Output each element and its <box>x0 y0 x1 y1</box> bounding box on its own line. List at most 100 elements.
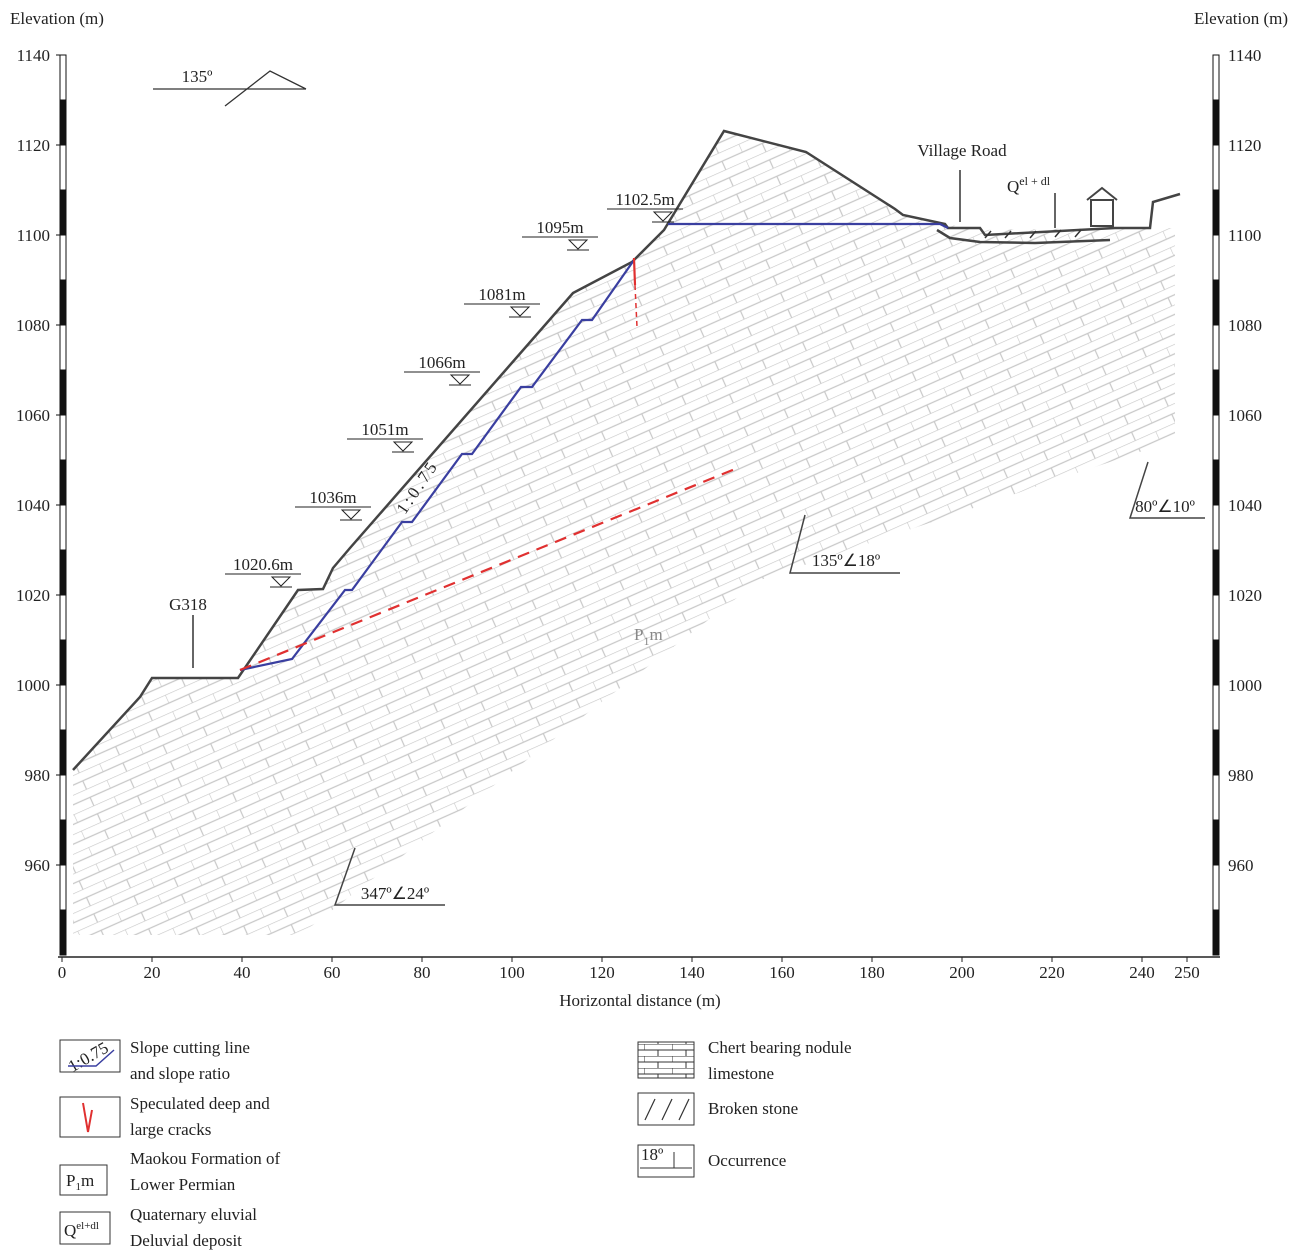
legend-text: Broken stone <box>708 1099 798 1118</box>
axis-bar <box>59 279 67 326</box>
axis-bar <box>1212 549 1220 596</box>
pointer-lines <box>192 170 1056 668</box>
y-tick-label-right: 1120 <box>1228 136 1261 155</box>
strike-symbol <box>153 70 307 107</box>
y-tick-label: 1120 <box>17 136 50 155</box>
axis-bar <box>59 639 67 686</box>
legend-crack <box>82 1102 93 1133</box>
x-tick-label: 40 <box>234 963 251 982</box>
x-tick-label: 0 <box>58 963 67 982</box>
legend-text: Lower Permian <box>130 1175 236 1194</box>
legend-text: Deluvial deposit <box>130 1231 242 1250</box>
legend-box <box>59 1039 121 1073</box>
x-tick-label: 80 <box>414 963 431 982</box>
y-tick-label-right: 1040 <box>1228 496 1262 515</box>
legend-occurrence-line <box>640 1152 692 1169</box>
x-tick-label: 120 <box>589 963 615 982</box>
axis-bar <box>59 234 67 281</box>
elevation-label: 1036m <box>309 488 356 507</box>
axis-bar <box>1212 774 1220 821</box>
legend-box <box>59 1164 108 1196</box>
axis-bar <box>59 189 67 236</box>
y-tick-label: 1080 <box>16 316 50 335</box>
occurrence-label: 80º∠10º <box>1135 497 1195 516</box>
formation-sub: 1 <box>643 634 649 648</box>
axis-bar <box>59 324 67 371</box>
elevation-symbol <box>340 509 362 520</box>
legend-text: Slope cutting line <box>130 1038 250 1057</box>
axis-bar <box>59 414 67 461</box>
axis-bar <box>1212 99 1220 146</box>
x-tick-label: 160 <box>769 963 795 982</box>
elevation-symbol <box>449 374 471 385</box>
y-tick-label-right: 1000 <box>1228 676 1262 695</box>
axis-bar <box>59 774 67 821</box>
elevation-label: 1066m <box>418 353 465 372</box>
legend-hatch <box>644 1098 690 1121</box>
axis-bar <box>1212 54 1220 101</box>
elevation-symbol <box>652 211 674 222</box>
legend-icon-text: 18º <box>641 1145 663 1164</box>
legend-icon-main: P <box>66 1171 75 1190</box>
formation-label: P1m <box>634 625 663 648</box>
axis-bar <box>59 819 67 866</box>
elevation-label: 1095m <box>536 218 583 237</box>
axis-bar <box>1212 504 1220 551</box>
axis-bar <box>1212 414 1220 461</box>
legend-icon-text: 1:0.75 <box>65 1038 112 1076</box>
elevation-symbol <box>509 306 531 317</box>
x-tick-label: 220 <box>1039 963 1065 982</box>
x-tick-label: 20 <box>144 963 161 982</box>
axis-bar <box>1212 729 1220 776</box>
axis-bar <box>59 459 67 506</box>
elevation-label: 1102.5m <box>615 190 674 209</box>
axis-bar <box>59 594 67 641</box>
deposit-hatch <box>984 229 1082 239</box>
axis-bar <box>59 909 67 956</box>
deposit-base <box>936 228 1111 245</box>
elevation-symbol <box>392 441 414 452</box>
axis-bar <box>1212 639 1220 686</box>
occurrence-label: 135º∠18º <box>812 551 880 570</box>
legend-text: Speculated deep and <box>130 1094 270 1113</box>
legend-text: Occurrence <box>708 1151 786 1170</box>
formation-main: P <box>634 625 643 644</box>
elevation-symbol <box>567 239 589 250</box>
legend-box <box>59 1211 111 1245</box>
elevation-symbol <box>270 576 292 587</box>
y-tick-label: 1040 <box>16 496 50 515</box>
legend-box <box>637 1092 695 1126</box>
axis-bar <box>59 729 67 776</box>
deposit-main: Q <box>1007 177 1019 196</box>
x-tick-label: 200 <box>949 963 975 982</box>
legend-text: Chert bearing nodule <box>708 1038 852 1057</box>
y-tick-label-right: 1020 <box>1228 586 1262 605</box>
axis-bar <box>1212 324 1220 371</box>
left-axis-title: Elevation (m) <box>10 9 104 28</box>
axis-bar <box>59 504 67 551</box>
axis-bar <box>59 549 67 596</box>
legend-icon-text: Qel+dl <box>64 1220 99 1240</box>
y-tick-label: 980 <box>25 766 51 785</box>
ground-surface <box>72 129 1181 771</box>
x-tick-label: 250 <box>1174 963 1200 982</box>
x-tick-label: 240 <box>1129 963 1155 982</box>
y-tick-label-right: 1060 <box>1228 406 1262 425</box>
elevation-label: 1081m <box>478 285 525 304</box>
deposit-sup: el + dl <box>1019 174 1050 188</box>
axis-bar <box>1212 684 1220 731</box>
axis-bar <box>59 369 67 416</box>
y-tick-label: 1140 <box>17 46 50 65</box>
crack-solid <box>632 257 637 286</box>
axis-bar <box>1212 144 1220 191</box>
axis-bar <box>1212 279 1220 326</box>
x-tick-label: 60 <box>324 963 341 982</box>
axis-bar <box>1212 369 1220 416</box>
y-tick-label-right: 1100 <box>1228 226 1261 245</box>
legend-text: Maokou Formation of <box>130 1149 280 1168</box>
axis-bar <box>59 99 67 146</box>
legend-text: Quaternary eluvial <box>130 1205 257 1224</box>
legend-icon-tail: m <box>81 1171 94 1190</box>
axis-bar <box>59 864 67 911</box>
